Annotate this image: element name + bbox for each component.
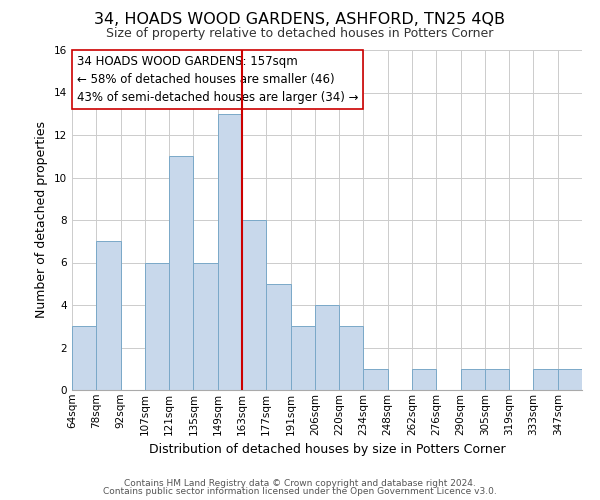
Text: Contains HM Land Registry data © Crown copyright and database right 2024.: Contains HM Land Registry data © Crown c…	[124, 478, 476, 488]
Bar	[169, 156, 193, 390]
Bar	[485, 369, 509, 390]
Bar	[218, 114, 242, 390]
Bar	[266, 284, 290, 390]
Bar	[364, 369, 388, 390]
X-axis label: Distribution of detached houses by size in Potters Corner: Distribution of detached houses by size …	[149, 443, 505, 456]
Bar	[193, 262, 218, 390]
Bar	[96, 242, 121, 390]
Bar	[242, 220, 266, 390]
Bar	[533, 369, 558, 390]
Text: 34 HOADS WOOD GARDENS: 157sqm
← 58% of detached houses are smaller (46)
43% of s: 34 HOADS WOOD GARDENS: 157sqm ← 58% of d…	[77, 55, 359, 104]
Bar	[315, 305, 339, 390]
Bar	[290, 326, 315, 390]
Text: Contains public sector information licensed under the Open Government Licence v3: Contains public sector information licen…	[103, 487, 497, 496]
Bar	[412, 369, 436, 390]
Bar	[339, 326, 364, 390]
Y-axis label: Number of detached properties: Number of detached properties	[35, 122, 49, 318]
Bar	[558, 369, 582, 390]
Bar	[72, 326, 96, 390]
Text: 34, HOADS WOOD GARDENS, ASHFORD, TN25 4QB: 34, HOADS WOOD GARDENS, ASHFORD, TN25 4Q…	[95, 12, 505, 28]
Bar	[461, 369, 485, 390]
Text: Size of property relative to detached houses in Potters Corner: Size of property relative to detached ho…	[106, 28, 494, 40]
Bar	[145, 262, 169, 390]
